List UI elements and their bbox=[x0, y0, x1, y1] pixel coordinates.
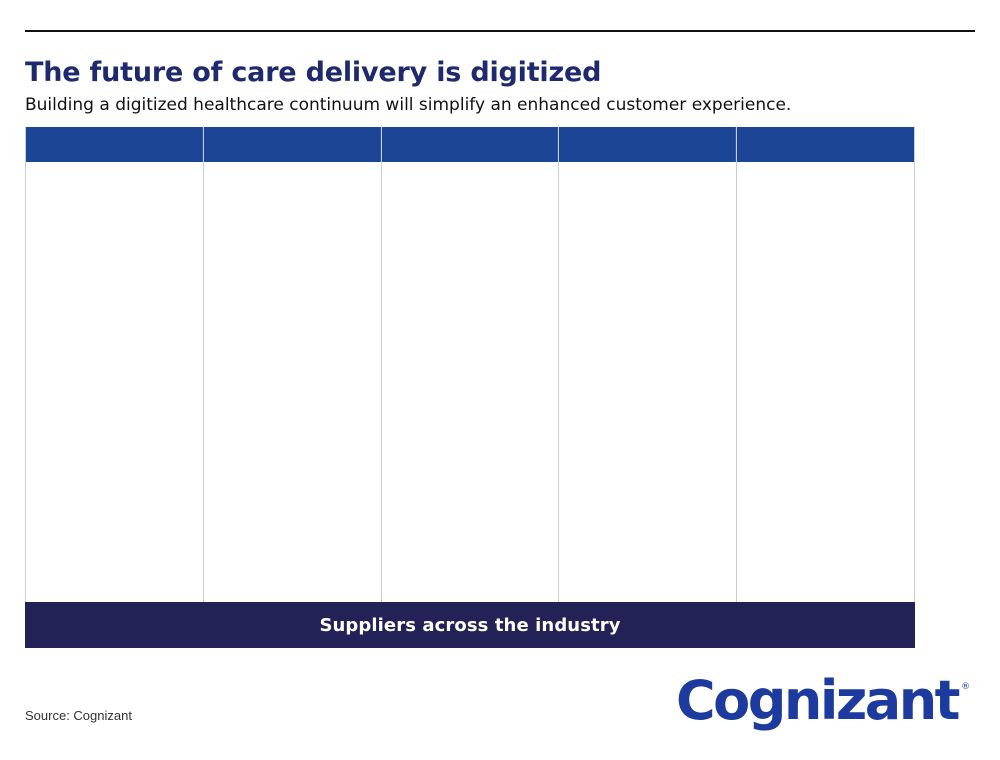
column-1 bbox=[25, 127, 203, 602]
column-3-header bbox=[381, 127, 559, 162]
column-2-header bbox=[203, 127, 381, 162]
column-2-body bbox=[203, 162, 381, 602]
column-1-body bbox=[26, 162, 203, 602]
suppliers-label: Suppliers across the industry bbox=[319, 614, 621, 636]
registered-mark: ® bbox=[961, 682, 970, 692]
column-4 bbox=[558, 127, 737, 602]
logo-wordmark: Cognizant bbox=[676, 669, 960, 732]
column-4-body bbox=[559, 162, 737, 602]
cognizant-logo: Cognizant ® bbox=[676, 668, 970, 738]
column-3 bbox=[380, 127, 559, 602]
column-2 bbox=[202, 127, 381, 602]
continuum-table bbox=[25, 127, 915, 602]
page-title: The future of care delivery is digitized bbox=[25, 57, 602, 88]
suppliers-bar: Suppliers across the industry bbox=[25, 602, 915, 648]
source-note: Source: Cognizant bbox=[25, 708, 132, 723]
column-4-header bbox=[559, 127, 737, 162]
column-1-header bbox=[26, 127, 203, 162]
column-5-header bbox=[737, 127, 914, 162]
column-3-body bbox=[381, 162, 559, 602]
page-subtitle: Building a digitized healthcare continuu… bbox=[25, 95, 792, 115]
column-5-body bbox=[737, 162, 914, 602]
column-5 bbox=[736, 127, 915, 602]
top-rule bbox=[25, 30, 975, 32]
